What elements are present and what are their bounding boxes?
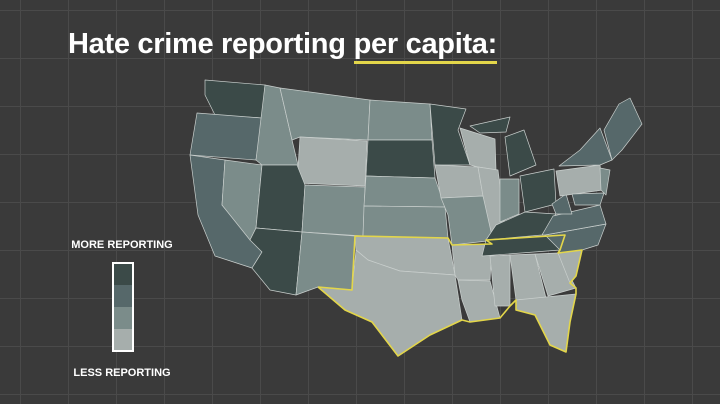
legend-bottom-label: LESS REPORTING [73, 367, 171, 379]
state [440, 195, 497, 246]
legend-swatch [113, 285, 133, 307]
legend-swatch [113, 263, 133, 285]
state [499, 178, 520, 223]
state [363, 175, 446, 208]
state [541, 204, 607, 236]
state [555, 164, 604, 197]
state [362, 205, 449, 239]
state [519, 168, 557, 213]
title-text: Hate crime reporting [68, 28, 346, 60]
state [279, 87, 371, 141]
legend-swatch [113, 329, 133, 351]
state [189, 112, 263, 161]
legend-swatch [113, 307, 133, 329]
state [301, 184, 366, 237]
state [204, 79, 266, 119]
legend-swatches [112, 262, 134, 352]
legend-top-label: MORE REPORTING [71, 239, 173, 251]
state [469, 116, 511, 134]
state [603, 97, 643, 161]
highlight-border [317, 234, 583, 357]
state [249, 227, 303, 296]
state [367, 99, 433, 141]
state [571, 192, 605, 206]
title: Hate crime reporting per capita: [68, 28, 497, 64]
state [558, 127, 613, 167]
legend-frame [112, 262, 134, 352]
title-highlight: per capita: [353, 28, 497, 64]
state [255, 164, 306, 233]
state [504, 129, 537, 177]
state [434, 164, 484, 199]
states [189, 79, 643, 357]
state [296, 136, 368, 187]
state [599, 167, 611, 196]
state [429, 103, 471, 166]
state [551, 193, 573, 215]
state [295, 231, 356, 296]
state [365, 139, 436, 179]
